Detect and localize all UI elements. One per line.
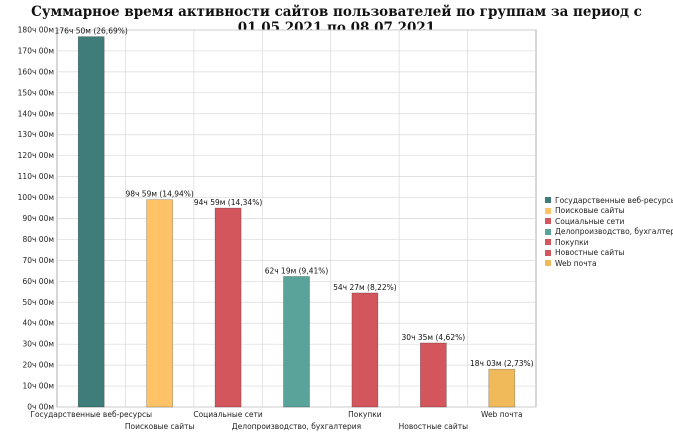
data-label: 98ч 59м (14,94%) (125, 190, 193, 199)
legend-label: Государственные веб-ресурсы (555, 195, 673, 205)
legend-label: Поисковые сайты (555, 206, 625, 216)
legend-swatch (545, 228, 551, 235)
legend-item: Государственные веб-ресурсы (545, 195, 673, 206)
y-tick-label: 10ч 00м (22, 382, 54, 391)
y-tick-label: 140ч 00м (18, 109, 54, 118)
y-tick-label: 120ч 00м (18, 151, 54, 160)
y-tick-label: 60ч 00м (22, 277, 54, 286)
bar (214, 207, 242, 408)
legend-label: Покупки (555, 237, 589, 247)
bars (77, 36, 516, 408)
data-label: 62ч 19м (9,41%) (265, 266, 329, 275)
bar (283, 276, 310, 408)
data-label: 176ч 50м (26,69%) (55, 27, 128, 36)
data-labels: 176ч 50м (26,69%) 98ч 59м (14,94%)94ч 59м… (55, 27, 534, 369)
y-tick-label: 160ч 00м (18, 67, 54, 76)
legend-item: Поисковые сайты (545, 206, 673, 217)
x-axis-ticks: Государственные веб-ресурсы Поисковые сай… (30, 410, 522, 431)
bar (146, 199, 173, 408)
legend-swatch (545, 249, 551, 256)
y-tick-label: 150ч 00м (18, 88, 54, 97)
legend-label: Делопроизводство, бухгалтерия (555, 227, 673, 237)
x-tick-label: Web почта (481, 410, 523, 419)
y-tick-label: 50ч 00м (22, 298, 54, 307)
bar (351, 292, 379, 408)
legend-swatch (545, 260, 551, 267)
legend-item: Делопроизводство, бухгалтерия (545, 227, 673, 238)
y-axis-ticks: 0ч 00м 10ч 00м 20ч 00м 30ч 00м 40ч 00м 50ч 00… (18, 26, 54, 412)
legend-swatch (545, 207, 551, 214)
bar (420, 342, 447, 408)
legend-swatch (545, 239, 551, 246)
x-tick-label: Социальные сети (193, 410, 263, 419)
data-label: 30ч 35м (4,62%) (402, 333, 466, 342)
data-label: 94ч 59м (14,34%) (194, 198, 262, 207)
data-label: 18ч 03м (2,73%) (470, 359, 534, 368)
legend-item: Социальные сети (545, 216, 673, 227)
x-tick-label: Покупки (348, 410, 382, 419)
legend-item: Новостные сайты (545, 248, 673, 259)
y-tick-label: 0ч 00м (27, 403, 54, 412)
legend-label: Новостные сайты (555, 248, 625, 258)
bar (488, 368, 516, 408)
legend-swatch (545, 218, 551, 225)
x-tick-label: Делопроизводство, бухгалтерия (232, 422, 361, 431)
legend-item: Web почта (545, 258, 673, 269)
y-tick-label: 130ч 00м (18, 130, 54, 139)
x-tick-label: Поисковые сайты (125, 422, 195, 431)
bar (77, 36, 105, 408)
y-tick-label: 30ч 00м (22, 340, 54, 349)
y-tick-label: 70ч 00м (22, 256, 54, 265)
y-tick-label: 180ч 00м (18, 26, 54, 35)
legend-swatch (545, 197, 551, 204)
y-tick-label: 100ч 00м (18, 193, 54, 202)
y-tick-label: 90ч 00м (22, 214, 54, 223)
legend-item: Покупки (545, 237, 673, 248)
y-tick-label: 20ч 00м (22, 361, 54, 370)
y-tick-label: 170ч 00м (18, 46, 54, 55)
x-tick-label: Новостные сайты (399, 422, 469, 431)
data-label: 54ч 27м (8,22%) (333, 283, 397, 292)
y-tick-label: 40ч 00м (22, 319, 54, 328)
x-tick-label: Государственные веб-ресурсы (30, 410, 152, 419)
legend: Государственные веб-ресурсы Поисковые сай… (545, 195, 673, 269)
y-tick-label: 110ч 00м (18, 172, 54, 181)
legend-label: Социальные сети (555, 216, 625, 226)
legend-label: Web почта (555, 258, 597, 268)
y-tick-label: 80ч 00м (22, 235, 54, 244)
